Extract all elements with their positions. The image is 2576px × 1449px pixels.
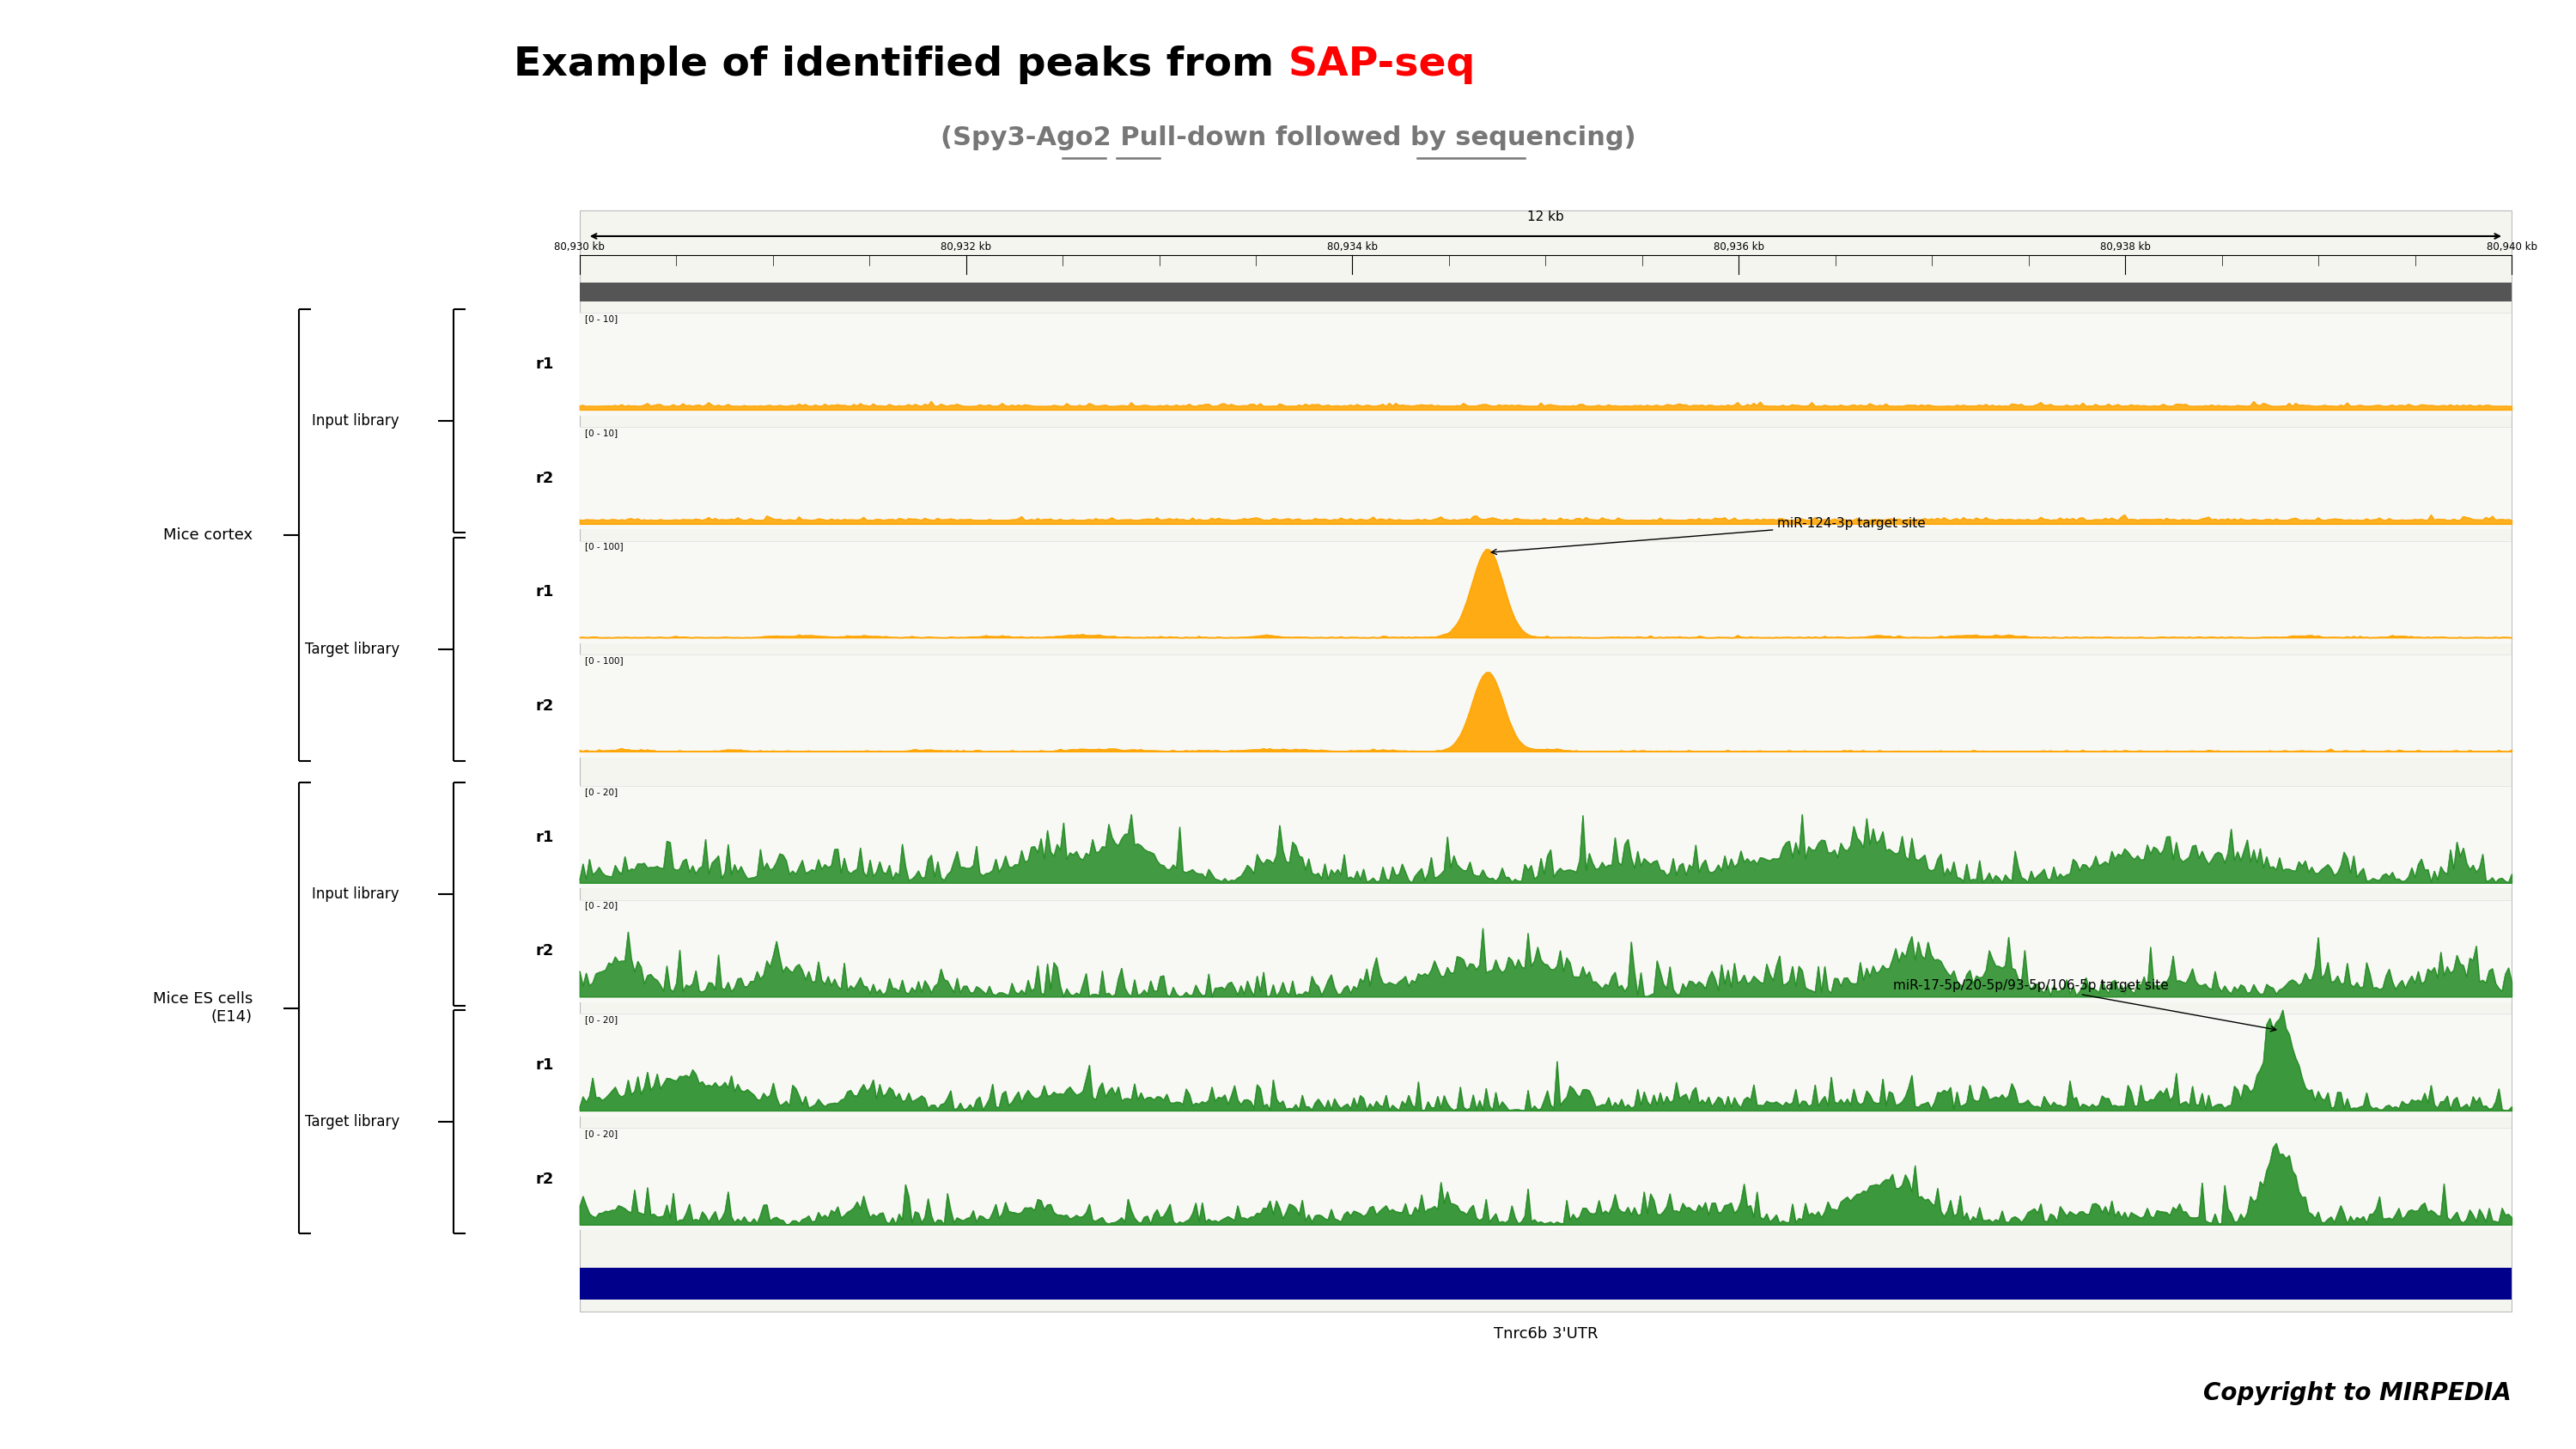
Text: [0 - 10]: [0 - 10] xyxy=(585,429,618,436)
Text: r1: r1 xyxy=(536,1058,554,1072)
Bar xyxy=(580,283,2512,301)
Text: r1: r1 xyxy=(536,829,554,845)
Bar xyxy=(580,210,2512,1311)
Text: [0 - 20]: [0 - 20] xyxy=(585,787,618,796)
Text: Tnrc6b 3'UTR: Tnrc6b 3'UTR xyxy=(1494,1326,1597,1342)
Text: Target library: Target library xyxy=(304,642,399,656)
Bar xyxy=(580,1268,2512,1300)
Text: 80,930 kb: 80,930 kb xyxy=(554,241,605,252)
Text: miR-124-3p target site: miR-124-3p target site xyxy=(1492,517,1927,555)
Text: 80,940 kb: 80,940 kb xyxy=(2486,241,2537,252)
Text: 80,934 kb: 80,934 kb xyxy=(1327,241,1378,252)
Text: 80,932 kb: 80,932 kb xyxy=(940,241,992,252)
Bar xyxy=(580,1127,2512,1230)
Text: Example of identified peaks from: Example of identified peaks from xyxy=(513,46,1288,84)
Text: [0 - 100]: [0 - 100] xyxy=(585,656,623,665)
Text: r2: r2 xyxy=(536,471,554,485)
Bar xyxy=(580,785,2512,888)
Text: Copyright to MIRPEDIA: Copyright to MIRPEDIA xyxy=(2202,1381,2512,1406)
Text: r2: r2 xyxy=(536,1171,554,1187)
Text: Target library: Target library xyxy=(304,1114,399,1130)
Bar xyxy=(580,900,2512,1003)
Text: (Spy3-Ago2 Pull-down followed by sequencing): (Spy3-Ago2 Pull-down followed by sequenc… xyxy=(940,125,1636,151)
Text: 12 kb: 12 kb xyxy=(1528,210,1564,223)
Text: [0 - 20]: [0 - 20] xyxy=(585,1016,618,1024)
Text: 80,938 kb: 80,938 kb xyxy=(2099,241,2151,252)
Text: Mice ES cells
(E14): Mice ES cells (E14) xyxy=(152,991,252,1024)
Text: 80,936 kb: 80,936 kb xyxy=(1713,241,1765,252)
Bar xyxy=(580,313,2512,416)
Text: Input library: Input library xyxy=(312,887,399,901)
Text: [0 - 100]: [0 - 100] xyxy=(585,542,623,551)
Bar xyxy=(580,1014,2512,1116)
Text: r1: r1 xyxy=(536,584,554,600)
Text: SAP-seq: SAP-seq xyxy=(1288,46,1476,84)
Text: miR-17-5p/20-5p/93-5p/106-5p target site: miR-17-5p/20-5p/93-5p/106-5p target site xyxy=(1893,980,2277,1032)
Text: Input library: Input library xyxy=(312,413,399,429)
Bar xyxy=(580,427,2512,529)
Bar xyxy=(580,655,2512,758)
Text: r2: r2 xyxy=(536,698,554,714)
Text: r2: r2 xyxy=(536,943,554,959)
Bar xyxy=(580,540,2512,643)
Text: [0 - 20]: [0 - 20] xyxy=(585,901,618,910)
Text: r1: r1 xyxy=(536,356,554,372)
Text: [0 - 10]: [0 - 10] xyxy=(585,314,618,323)
Text: Mice cortex: Mice cortex xyxy=(162,527,252,543)
Text: [0 - 20]: [0 - 20] xyxy=(585,1129,618,1137)
